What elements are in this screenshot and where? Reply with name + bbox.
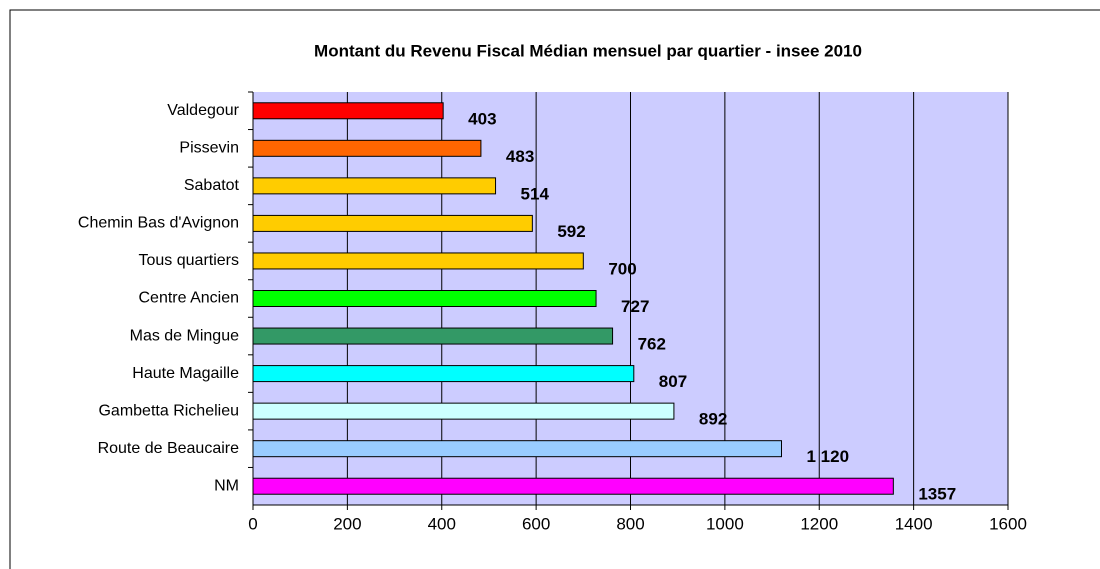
bar (252, 290, 597, 307)
x-tick-label: 1000 (706, 514, 744, 533)
x-tick-label: 0 (248, 514, 257, 533)
value-label: 892 (699, 410, 727, 429)
value-label: 700 (608, 259, 636, 278)
value-label: 514 (521, 184, 550, 203)
bar (252, 402, 675, 420)
bar (252, 477, 894, 495)
y-tick-label: Chemin Bas d'Avignon (78, 215, 239, 232)
x-tick-label: 600 (522, 514, 550, 533)
bar (252, 327, 614, 345)
value-label: 403 (468, 109, 496, 128)
y-tick-label: Pissevin (179, 140, 239, 157)
bar (252, 139, 482, 157)
y-tick-label: Haute Magaille (132, 365, 239, 382)
y-tick-label: Tous quartiers (139, 252, 240, 269)
y-tick-label: Gambetta Richelieu (98, 402, 239, 419)
value-label: 727 (621, 297, 649, 316)
chart-frame (9, 9, 1100, 569)
x-tick-label: 1400 (895, 514, 933, 533)
x-tick-label: 400 (428, 514, 456, 533)
x-tick-label: 1200 (800, 514, 838, 533)
bar (252, 214, 533, 232)
value-label: 807 (659, 372, 687, 391)
y-tick-label: Mas de Mingue (130, 327, 239, 344)
value-label: 592 (557, 222, 585, 241)
bar (252, 252, 584, 270)
y-tick-label: Valdegour (167, 102, 239, 119)
bar (252, 102, 444, 120)
y-tick-label: Sabatot (184, 177, 240, 194)
y-tick-label: NM (214, 477, 239, 494)
chart-title: Montant du Revenu Fiscal Médian mensuel … (314, 41, 862, 60)
value-label: 1357 (918, 485, 956, 504)
value-label: 762 (638, 335, 666, 354)
value-label: 1 120 (807, 447, 850, 466)
x-tick-label: 1600 (989, 514, 1027, 533)
bar (252, 177, 497, 195)
x-tick-label: 800 (616, 514, 644, 533)
y-tick-label: Route de Beaucaire (98, 440, 240, 457)
value-label: 483 (506, 147, 534, 166)
x-tick-label: 200 (333, 514, 361, 533)
y-tick-label: Centre Ancien (138, 290, 239, 307)
bar (252, 440, 782, 458)
bar (252, 365, 635, 383)
